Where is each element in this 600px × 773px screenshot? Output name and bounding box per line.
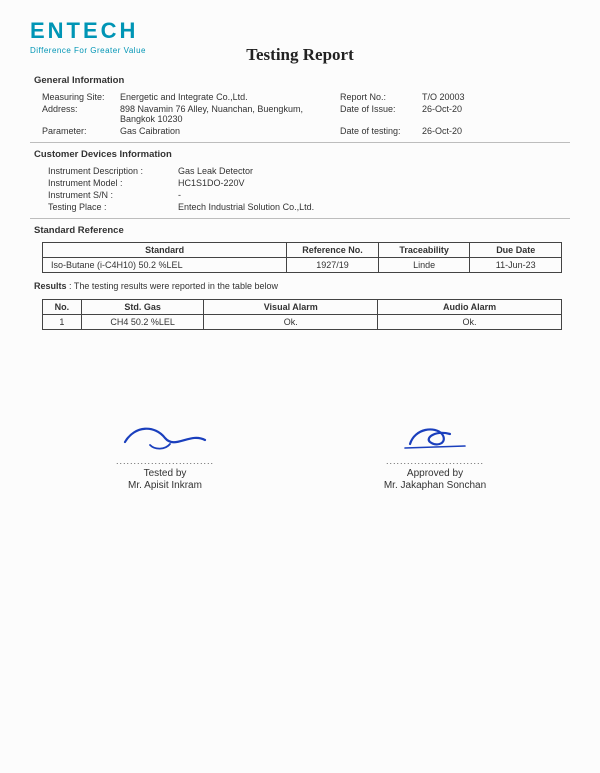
col-due-date: Due Date	[470, 243, 562, 258]
general-row: Address: 898 Navamin 76 Alley, Nuanchan,…	[42, 104, 570, 124]
device-row: Testing Place : Entech Industrial Soluti…	[48, 202, 570, 212]
cell-traceability: Linde	[378, 258, 470, 273]
general-row: Parameter: Gas Caibration Date of testin…	[42, 126, 570, 136]
divider	[30, 142, 570, 143]
results-label: Results	[34, 281, 67, 291]
label-date-issue: Date of Issue:	[340, 104, 422, 124]
label-testing-place: Testing Place :	[48, 202, 178, 212]
divider	[30, 218, 570, 219]
cell-audio-alarm: Ok.	[378, 315, 562, 330]
results-intro: Results : The testing results were repor…	[34, 281, 570, 291]
company-logo: ENTECH	[30, 18, 570, 44]
signature-dotline: ............................	[65, 456, 265, 466]
value-testing-place: Entech Industrial Solution Co.,Ltd.	[178, 202, 570, 212]
signature-approved: ............................ Approved by…	[335, 420, 535, 491]
col-std-gas: Std. Gas	[81, 300, 204, 315]
col-traceability: Traceability	[378, 243, 470, 258]
section-standard-heading: Standard Reference	[34, 225, 570, 236]
standard-table: Standard Reference No. Traceability Due …	[42, 242, 562, 273]
col-standard: Standard	[43, 243, 287, 258]
device-row: Instrument S/N : -	[48, 190, 570, 200]
table-row: Iso-Butane (i-C4H10) 50.2 %LEL 1927/19 L…	[43, 258, 562, 273]
device-row: Instrument Description : Gas Leak Detect…	[48, 166, 570, 176]
value-report-no: T/O 20003	[422, 92, 492, 102]
label-report-no: Report No.:	[340, 92, 422, 102]
value-instr-desc: Gas Leak Detector	[178, 166, 570, 176]
col-audio-alarm: Audio Alarm	[378, 300, 562, 315]
signature-dotline: ............................	[335, 456, 535, 466]
results-table: No. Std. Gas Visual Alarm Audio Alarm 1 …	[42, 299, 562, 330]
cell-visual-alarm: Ok.	[204, 315, 378, 330]
cell-no: 1	[43, 315, 82, 330]
value-instr-sn: -	[178, 190, 570, 200]
section-devices-heading: Customer Devices Information	[34, 149, 570, 160]
label-instr-desc: Instrument Description :	[48, 166, 178, 176]
signature-approved-icon	[380, 420, 490, 454]
label-date-testing: Date of testing:	[340, 126, 422, 136]
value-measuring-site: Energetic and Integrate Co.,Ltd.	[120, 92, 340, 102]
cell-std-gas: CH4 50.2 %LEL	[81, 315, 204, 330]
value-date-issue: 26-Oct-20	[422, 104, 492, 124]
signature-tested-name: Mr. Apisit Inkram	[65, 480, 265, 491]
page: ENTECH Difference For Greater Value Test…	[0, 0, 600, 511]
cell-standard: Iso-Butane (i-C4H10) 50.2 %LEL	[43, 258, 287, 273]
label-instr-model: Instrument Model :	[48, 178, 178, 188]
table-row: 1 CH4 50.2 %LEL Ok. Ok.	[43, 315, 562, 330]
signature-block: ............................ Tested by M…	[30, 420, 570, 491]
cell-reference-no: 1927/19	[287, 258, 379, 273]
cell-due-date: 11-Jun-23	[470, 258, 562, 273]
label-parameter: Parameter:	[42, 126, 120, 136]
col-reference-no: Reference No.	[287, 243, 379, 258]
general-row: Measuring Site: Energetic and Integrate …	[42, 92, 570, 102]
signature-tested: ............................ Tested by M…	[65, 420, 265, 491]
section-general-heading: General Information	[34, 75, 570, 86]
value-parameter: Gas Caibration	[120, 126, 340, 136]
value-instr-model: HC1S1DO-220V	[178, 178, 570, 188]
device-row: Instrument Model : HC1S1DO-220V	[48, 178, 570, 188]
value-address: 898 Navamin 76 Alley, Nuanchan, Buengkum…	[120, 104, 340, 124]
label-instr-sn: Instrument S/N :	[48, 190, 178, 200]
table-header-row: Standard Reference No. Traceability Due …	[43, 243, 562, 258]
signature-approved-role: Approved by	[335, 468, 535, 479]
label-address: Address:	[42, 104, 120, 124]
col-no: No.	[43, 300, 82, 315]
col-visual-alarm: Visual Alarm	[204, 300, 378, 315]
table-header-row: No. Std. Gas Visual Alarm Audio Alarm	[43, 300, 562, 315]
results-text: : The testing results were reported in t…	[67, 281, 278, 291]
label-measuring-site: Measuring Site:	[42, 92, 120, 102]
signature-approved-name: Mr. Jakaphan Sonchan	[335, 480, 535, 491]
signature-tested-role: Tested by	[65, 468, 265, 479]
signature-tested-icon	[110, 420, 220, 454]
value-date-testing: 26-Oct-20	[422, 126, 492, 136]
